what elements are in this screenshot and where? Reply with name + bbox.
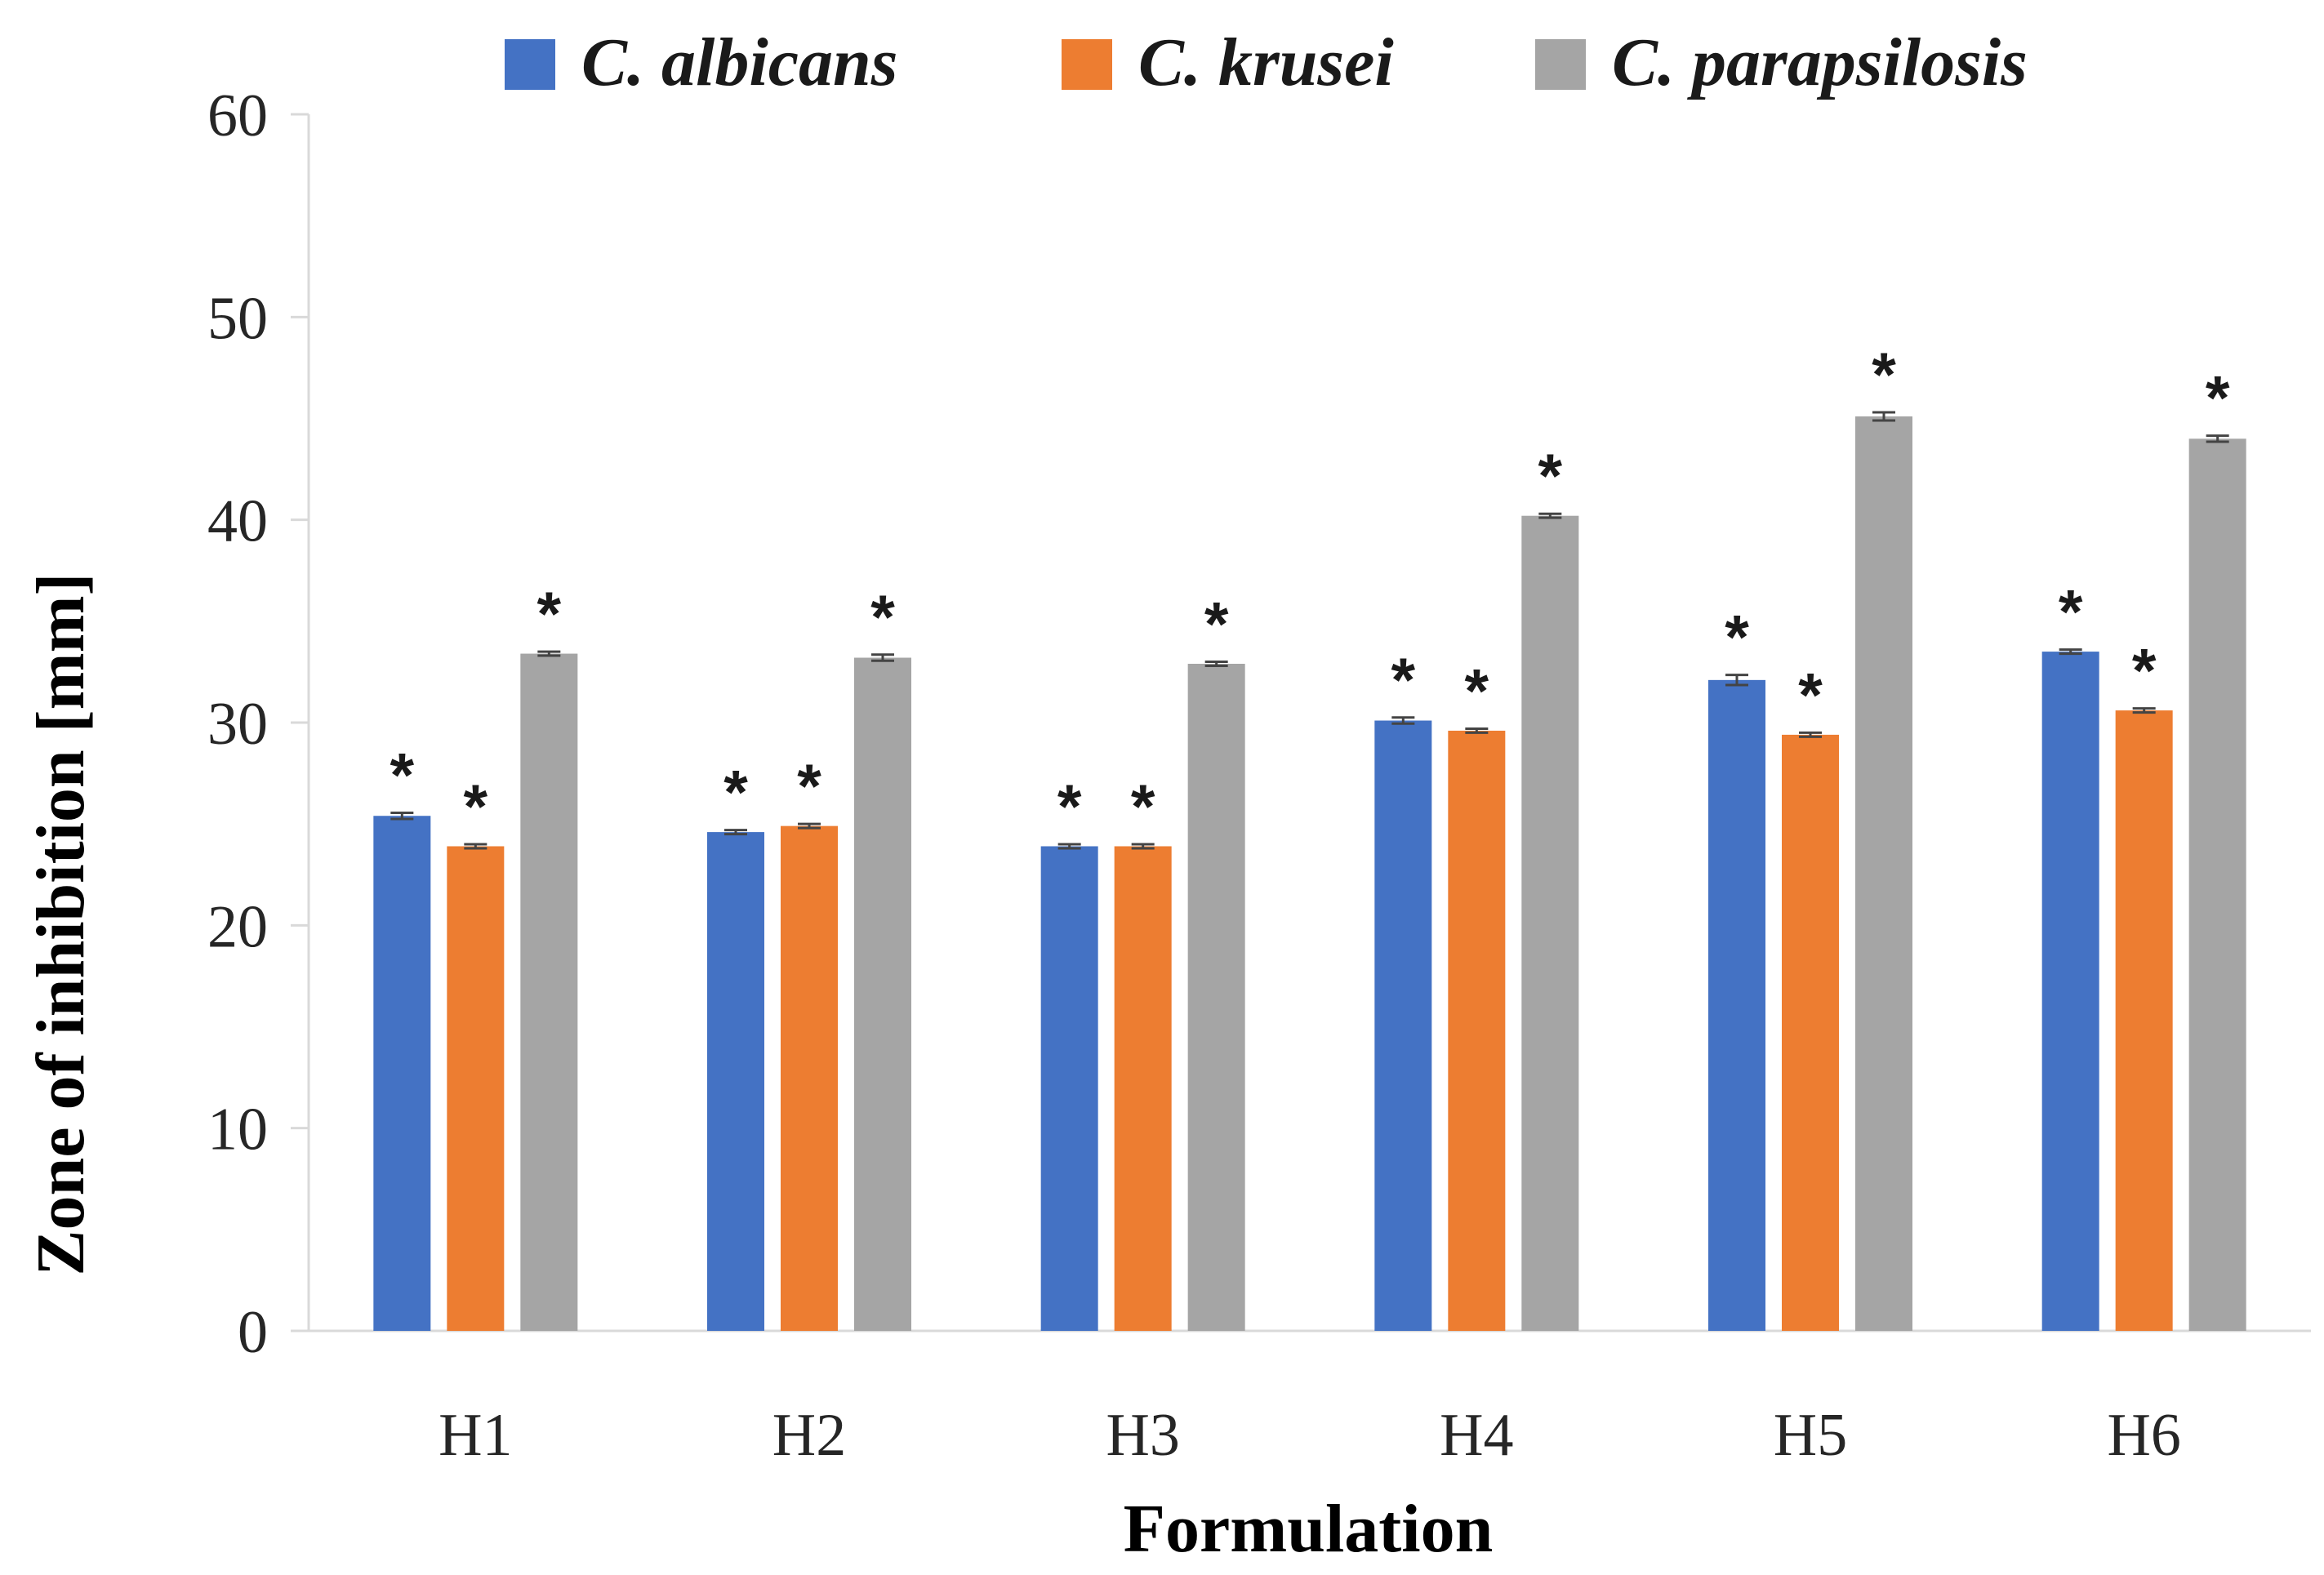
significance-mark: * [2059, 578, 2083, 647]
significance-marks: * * * * * * * * * * * * * * * * * * [390, 340, 2230, 842]
bar [854, 657, 911, 1331]
bar [1448, 730, 1506, 1331]
y-tick-label: 20 [207, 893, 268, 960]
bar [1855, 416, 1912, 1332]
significance-mark: * [1872, 340, 1896, 410]
bar [1521, 515, 1579, 1331]
legend-label: C. krusei [1138, 24, 1394, 100]
bars [373, 416, 2246, 1332]
significance-mark: * [464, 772, 488, 842]
bar [1708, 679, 1765, 1331]
significance-mark: * [1465, 656, 1489, 726]
bar [707, 832, 764, 1331]
x-tick-label: H5 [1774, 1402, 1847, 1469]
y-axis-title: Zone of inhibition [mm] [23, 572, 99, 1275]
significance-mark: * [1204, 590, 1229, 660]
significance-mark: * [723, 759, 748, 828]
significance-mark: * [537, 580, 562, 649]
bar [1114, 846, 1172, 1331]
bar [447, 846, 505, 1331]
y-tick-label: 40 [207, 488, 268, 555]
y-axis: 0 10 20 30 40 50 60 [207, 82, 310, 1366]
legend-label: C. albicans [581, 24, 897, 100]
x-tick-label: H2 [772, 1402, 846, 1469]
significance-mark: * [1798, 661, 1823, 730]
y-tick-label: 50 [207, 285, 268, 352]
bar [520, 653, 578, 1331]
y-tick-label: 30 [207, 691, 268, 758]
significance-mark: * [390, 741, 415, 811]
significance-mark: * [1131, 772, 1155, 842]
significance-mark: * [1391, 646, 1416, 715]
y-tick-label: 60 [207, 82, 268, 149]
x-tick-label: H6 [2107, 1402, 2180, 1469]
bar [1374, 720, 1432, 1331]
significance-mark: * [2132, 637, 2157, 706]
y-tick-label: 0 [238, 1299, 268, 1366]
bar [1187, 663, 1245, 1331]
x-tick-label: H4 [1440, 1402, 1513, 1469]
x-axis-title: Formulation [1124, 1491, 1494, 1567]
legend-swatch [1535, 39, 1586, 90]
significance-mark: * [1725, 603, 1749, 673]
legend-label: C. parapsilosis [1612, 24, 2028, 100]
legend-swatch [505, 39, 555, 90]
bar [2041, 652, 2099, 1331]
bar [373, 816, 431, 1331]
significance-mark: * [1538, 442, 1563, 511]
significance-mark: * [797, 752, 821, 821]
x-axis: H1 H2 H3 H4 H5 H6 [309, 1329, 2311, 1469]
bar [1040, 846, 1098, 1331]
bar [781, 825, 838, 1331]
significance-mark: * [870, 583, 895, 652]
y-tick-label: 10 [207, 1097, 268, 1163]
significance-mark: * [1057, 772, 1082, 842]
x-tick-label: H3 [1106, 1402, 1179, 1469]
bar [1782, 734, 1839, 1331]
x-tick-label: H1 [439, 1402, 512, 1469]
legend: C. albicans C. krusei C. parapsilosis [505, 24, 2028, 100]
legend-swatch [1062, 39, 1112, 90]
bar [2115, 710, 2173, 1331]
error-bars [390, 411, 2229, 850]
significance-mark: * [2206, 364, 2230, 434]
bar [2188, 438, 2246, 1332]
